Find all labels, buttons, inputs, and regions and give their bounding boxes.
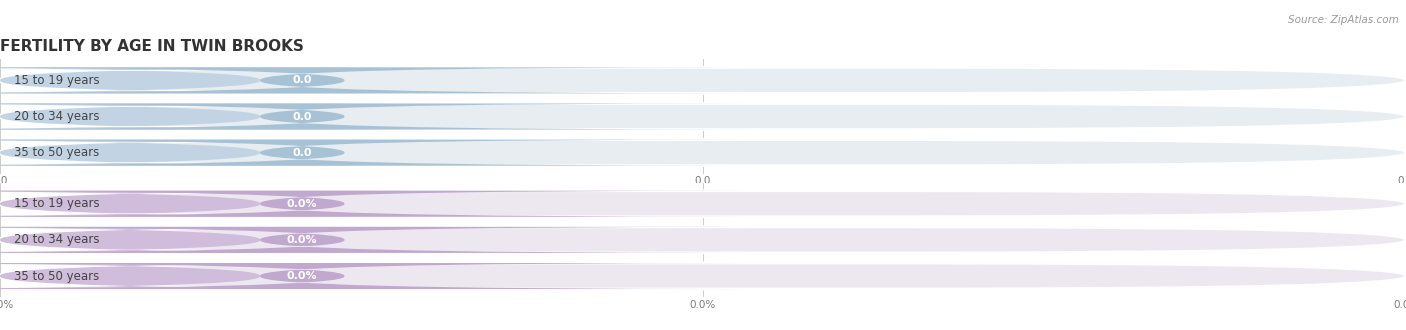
Text: Source: ZipAtlas.com: Source: ZipAtlas.com [1288,15,1399,25]
FancyBboxPatch shape [0,263,492,289]
FancyBboxPatch shape [0,104,492,130]
FancyBboxPatch shape [0,67,1406,93]
FancyBboxPatch shape [0,104,1406,130]
FancyBboxPatch shape [0,263,1406,289]
Text: 0.0%: 0.0% [287,199,318,209]
Text: 0.0%: 0.0% [287,271,318,281]
FancyBboxPatch shape [0,140,492,166]
Text: 35 to 50 years: 35 to 50 years [14,270,100,282]
Text: 0.0%: 0.0% [287,235,318,245]
FancyBboxPatch shape [0,67,492,93]
Text: 0.0: 0.0 [292,75,312,85]
FancyBboxPatch shape [0,263,752,289]
Text: 0.0: 0.0 [292,148,312,158]
FancyBboxPatch shape [0,140,752,166]
FancyBboxPatch shape [0,227,492,253]
FancyBboxPatch shape [0,227,1406,253]
Text: 15 to 19 years: 15 to 19 years [14,197,100,210]
FancyBboxPatch shape [0,191,1406,217]
FancyBboxPatch shape [0,67,752,93]
Text: 20 to 34 years: 20 to 34 years [14,233,100,247]
FancyBboxPatch shape [0,191,752,217]
FancyBboxPatch shape [0,140,1406,166]
FancyBboxPatch shape [0,191,492,217]
Text: 15 to 19 years: 15 to 19 years [14,74,100,87]
Text: 0.0: 0.0 [292,112,312,121]
FancyBboxPatch shape [0,104,752,130]
Text: FERTILITY BY AGE IN TWIN BROOKS: FERTILITY BY AGE IN TWIN BROOKS [0,39,304,54]
Text: 35 to 50 years: 35 to 50 years [14,146,100,159]
FancyBboxPatch shape [0,227,752,253]
Text: 20 to 34 years: 20 to 34 years [14,110,100,123]
